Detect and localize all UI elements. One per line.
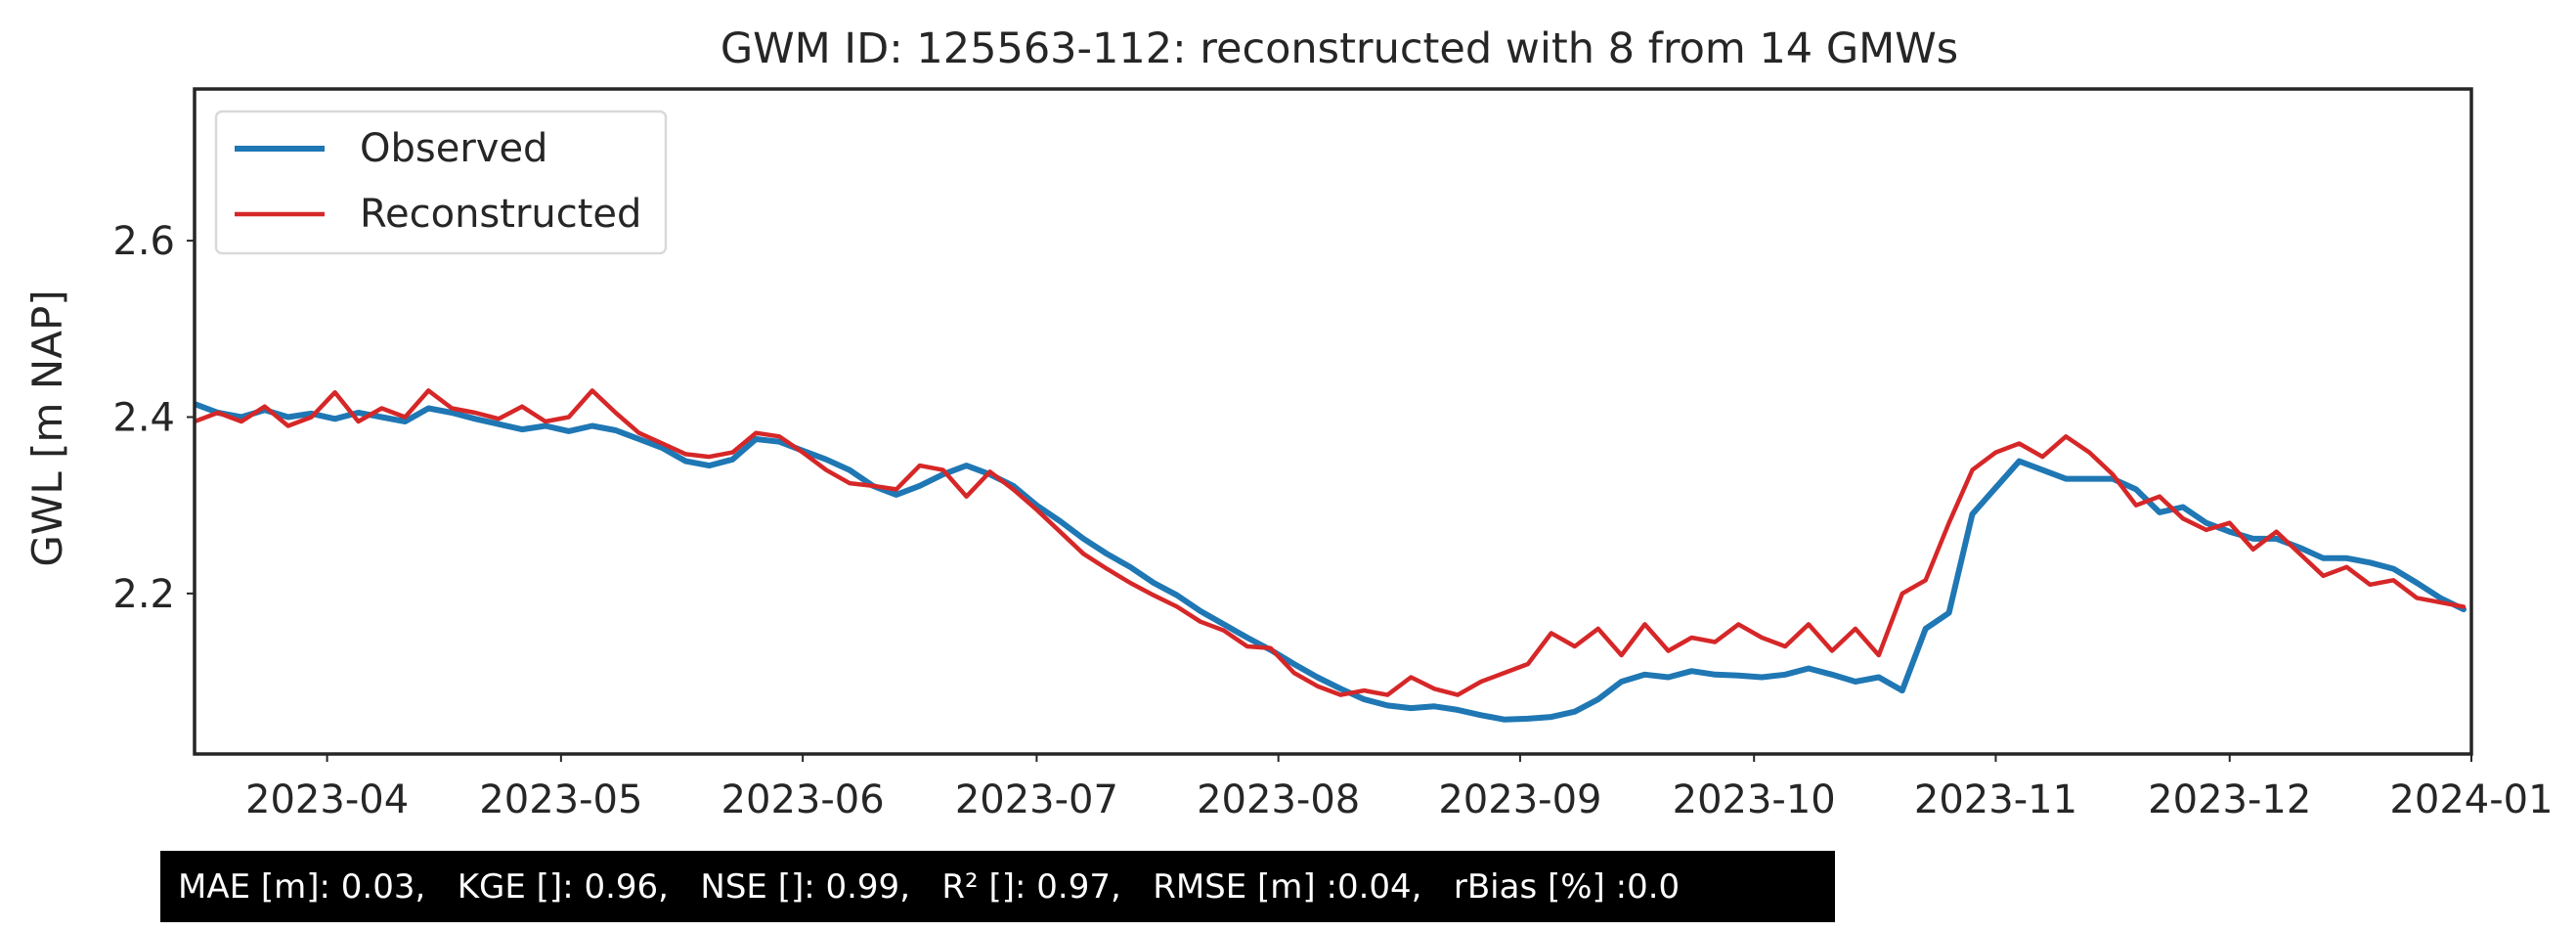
- x-tick-label: 2023-04: [245, 777, 409, 822]
- y-tick-label: 2.2: [112, 572, 175, 617]
- series-line-reconstructed: [195, 388, 2467, 697]
- legend-label-observed: Observed: [360, 126, 547, 171]
- y-axis-label: GWL [m NAP]: [23, 289, 71, 566]
- y-tick-label: 2.4: [112, 395, 175, 440]
- y-tick-label: 2.6: [112, 219, 175, 264]
- x-tick-label: 2023-11: [1914, 777, 2077, 822]
- x-tick-label: 2024-01: [2389, 777, 2553, 822]
- x-tick-label: 2023-10: [1673, 777, 1836, 822]
- metrics-text: MAE [m]: 0.03, KGE []: 0.96, NSE []: 0.9…: [178, 867, 1680, 907]
- metrics-annotation: MAE [m]: 0.03, KGE []: 0.96, NSE []: 0.9…: [160, 851, 1835, 922]
- x-tick-label: 2023-07: [955, 777, 1118, 822]
- x-tick-label: 2023-09: [1438, 777, 1601, 822]
- x-tick-label: 2023-05: [479, 777, 642, 822]
- legend-box: [214, 110, 668, 255]
- y-axis-ticks: 2.2 2.4 2.6: [112, 219, 195, 617]
- chart-title: GWM ID: 125563-112: reconstructed with 8…: [720, 24, 1958, 73]
- x-tick-label: 2023-12: [2148, 777, 2311, 822]
- legend-label-reconstructed: Reconstructed: [360, 192, 641, 237]
- x-tick-label: 2023-08: [1197, 777, 1360, 822]
- series-layer: [195, 388, 2467, 723]
- x-axis-ticks: 2023-04 2023-05 2023-06 2023-07 2023-08 2023-…: [245, 754, 2554, 822]
- legend: Observed Reconstructed: [214, 110, 668, 255]
- x-tick-label: 2023-06: [721, 777, 885, 822]
- metrics-box: [160, 851, 1835, 922]
- plot-frame: [193, 87, 2473, 756]
- series-line-observed: [195, 401, 2467, 723]
